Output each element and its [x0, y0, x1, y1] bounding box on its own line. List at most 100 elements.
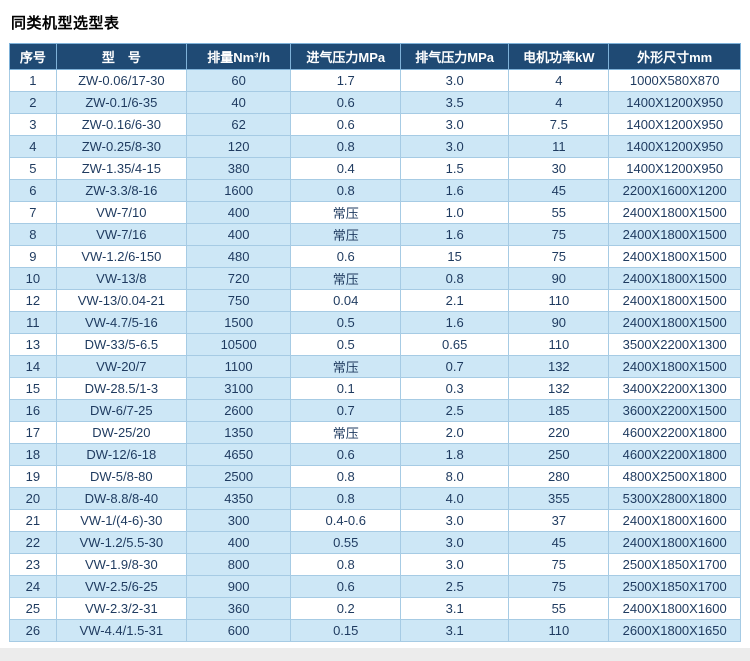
table-cell: 1600 — [185, 179, 292, 202]
table-cell: DW-5/8-80 — [55, 465, 187, 488]
table-cell: 1000X580X870 — [608, 69, 741, 92]
table-row: 24 VW-2.5/6-25 900 0.6 2.5 75 2500X1850X1700 — [9, 575, 741, 598]
table-cell: 1.6 — [400, 223, 510, 246]
table-cell: 2400X1800X1600 — [608, 597, 741, 620]
table-cell: 1400X1200X950 — [608, 135, 741, 158]
table-cell: 0.8 — [400, 267, 510, 290]
table-cell: 3.0 — [400, 69, 510, 92]
header-cell-6: 外形尺寸mm — [608, 43, 741, 70]
table-cell: 3400X2200X1300 — [608, 377, 741, 400]
table-cell: 1.0 — [400, 201, 510, 224]
table-cell: 0.4 — [290, 157, 402, 180]
table-cell: 360 — [185, 597, 292, 620]
table-cell: VW-1.2/6-150 — [55, 245, 187, 268]
table-cell: 110 — [508, 333, 610, 356]
table-row: 17 DW-25/20 1350 常压 2.0 220 4600X2200X1800 — [9, 421, 741, 444]
table-cell: DW-8.8/8-40 — [55, 487, 187, 510]
header-cell-3: 进气压力MPa — [290, 43, 402, 70]
table-cell: 0.1 — [290, 377, 402, 400]
table-cell: 90 — [508, 267, 610, 290]
table-row: 14 VW-20/7 1100 常压 0.7 132 2400X1800X1500 — [9, 355, 741, 378]
table-cell: 0.8 — [290, 135, 402, 158]
table-cell: 1500 — [185, 311, 292, 334]
table-cell: ZW-0.1/6-35 — [55, 91, 187, 114]
table-cell: 3.0 — [400, 553, 510, 576]
table-row: 25 VW-2.3/2-31 360 0.2 3.1 55 2400X1800X1600 — [9, 597, 741, 620]
table-row: 3 ZW-0.16/6-30 62 0.6 3.0 7.5 1400X1200X950 — [9, 113, 741, 136]
table-cell: 37 — [508, 509, 610, 532]
table-cell: 2400X1800X1600 — [608, 509, 741, 532]
table-cell: 15 — [400, 245, 510, 268]
table-cell: 1100 — [185, 355, 292, 378]
table-cell: 17 — [9, 421, 57, 444]
table-cell: 400 — [185, 531, 292, 554]
table-row: 1 ZW-0.06/17-30 60 1.7 3.0 4 1000X580X870 — [9, 69, 741, 92]
table-cell: 9 — [9, 245, 57, 268]
table-cell: VW-7/16 — [55, 223, 187, 246]
table-cell: 7 — [9, 201, 57, 224]
table-cell: VW-2.5/6-25 — [55, 575, 187, 598]
table-row: 2 ZW-0.1/6-35 40 0.6 3.5 4 1400X1200X950 — [9, 91, 741, 114]
table-cell: 3.5 — [400, 91, 510, 114]
table-cell: 1.5 — [400, 157, 510, 180]
table-cell: DW-28.5/1-3 — [55, 377, 187, 400]
table-cell: 2200X1600X1200 — [608, 179, 741, 202]
header-cell-0: 序号 — [9, 43, 57, 70]
table-cell: 3.1 — [400, 597, 510, 620]
table-cell: 2400X1800X1500 — [608, 289, 741, 312]
table-cell: 4.0 — [400, 487, 510, 510]
table-cell: 0.3 — [400, 377, 510, 400]
table-cell: 3600X2200X1500 — [608, 399, 741, 422]
table-cell: 1400X1200X950 — [608, 91, 741, 114]
table-cell: 3.0 — [400, 531, 510, 554]
table-cell: VW-13/0.04-21 — [55, 289, 187, 312]
table-cell: 22 — [9, 531, 57, 554]
table-cell: 1350 — [185, 421, 292, 444]
table-cell: DW-25/20 — [55, 421, 187, 444]
table-cell: 400 — [185, 223, 292, 246]
table-cell: 2500X1850X1700 — [608, 575, 741, 598]
page-title: 同类机型选型表 — [11, 15, 120, 32]
table-row: 16 DW-6/7-25 2600 0.7 2.5 185 3600X2200X1500 — [9, 399, 741, 422]
table-cell: 4800X2500X1800 — [608, 465, 741, 488]
table-cell: 0.2 — [290, 597, 402, 620]
table-cell: 75 — [508, 575, 610, 598]
header-cell-2: 排量Nm³/h — [185, 43, 292, 70]
table-cell: 2400X1800X1600 — [608, 531, 741, 554]
table-cell: VW-1.2/5.5-30 — [55, 531, 187, 554]
table-row: 19 DW-5/8-80 2500 0.8 8.0 280 4800X2500X1800 — [9, 465, 741, 488]
table-cell: 4 — [508, 91, 610, 114]
table-cell: 900 — [185, 575, 292, 598]
table-cell: DW-12/6-18 — [55, 443, 187, 466]
table-cell: 7.5 — [508, 113, 610, 136]
table-cell: 1.8 — [400, 443, 510, 466]
table-cell: 0.65 — [400, 333, 510, 356]
model-selection-table: 序号型 号排量Nm³/h 进气压力MPa 排气压力MPa 电机功率kW 外形尺寸mm 1… — [9, 43, 741, 642]
table-cell: ZW-0.06/17-30 — [55, 69, 187, 92]
table-cell: 3.0 — [400, 135, 510, 158]
table-row: 15 DW-28.5/1-3 3100 0.1 0.3 132 3400X2200X1300 — [9, 377, 741, 400]
table-cell: 25 — [9, 597, 57, 620]
table-cell: VW-20/7 — [55, 355, 187, 378]
header-cell-1: 型 号 — [55, 43, 187, 70]
table-row: 12 VW-13/0.04-21 750 0.04 2.1 110 2400X1800X15… — [9, 289, 741, 312]
table-cell: 3.1 — [400, 619, 510, 642]
table-cell: 0.6 — [290, 91, 402, 114]
table-cell: 2400X1800X1500 — [608, 267, 741, 290]
table-cell: 15 — [9, 377, 57, 400]
header-cell-4: 排气压力MPa — [400, 43, 510, 70]
table-cell: VW-1/(4-6)-30 — [55, 509, 187, 532]
table-cell: 18 — [9, 443, 57, 466]
table-cell: 185 — [508, 399, 610, 422]
table-cell: 0.55 — [290, 531, 402, 554]
table-row: 10 VW-13/8 720 常压 0.8 90 2400X1800X1500 — [9, 267, 741, 290]
table-cell: 2400X1800X1500 — [608, 223, 741, 246]
table-row: 6 ZW-3.3/8-16 1600 0.8 1.6 45 2200X1600X1200 — [9, 179, 741, 202]
table-cell: 24 — [9, 575, 57, 598]
table-cell: 11 — [9, 311, 57, 334]
table-cell: 2400X1800X1500 — [608, 311, 741, 334]
header-cell-5: 电机功率kW — [508, 43, 610, 70]
table-cell: VW-2.3/2-31 — [55, 597, 187, 620]
table-cell: 480 — [185, 245, 292, 268]
table-row: 11 VW-4.7/5-16 1500 0.5 1.6 90 2400X1800X1500 — [9, 311, 741, 334]
